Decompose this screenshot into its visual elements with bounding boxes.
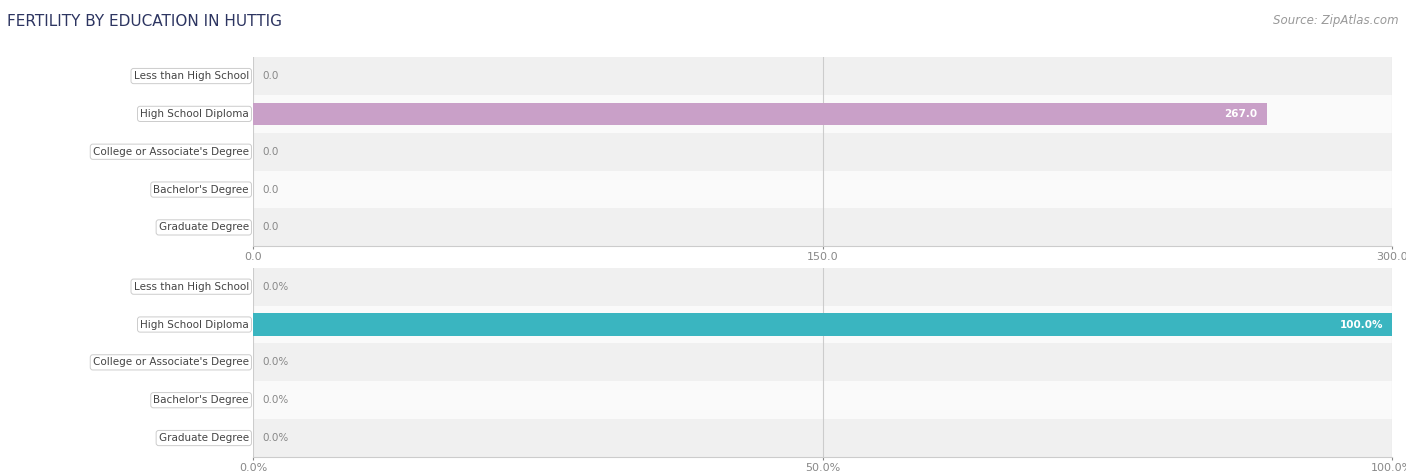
Bar (253, 306, 1392, 344)
Text: Graduate Degree: Graduate Degree (159, 433, 249, 443)
Bar (253, 208, 1392, 247)
Text: 0.0: 0.0 (262, 71, 278, 81)
Text: 0.0%: 0.0% (262, 357, 288, 367)
Text: High School Diploma: High School Diploma (141, 319, 249, 329)
Bar (253, 268, 1392, 306)
Text: High School Diploma: High School Diploma (141, 109, 249, 119)
Text: Bachelor's Degree: Bachelor's Degree (153, 185, 249, 195)
Bar (253, 381, 1392, 419)
Text: 0.0: 0.0 (262, 185, 278, 195)
Text: Graduate Degree: Graduate Degree (159, 222, 249, 232)
Text: 0.0%: 0.0% (262, 433, 288, 443)
Bar (253, 133, 1392, 171)
Text: College or Associate's Degree: College or Associate's Degree (93, 357, 249, 367)
Text: FERTILITY BY EDUCATION IN HUTTIG: FERTILITY BY EDUCATION IN HUTTIG (7, 14, 283, 30)
Bar (253, 419, 1392, 457)
Text: Less than High School: Less than High School (134, 282, 249, 292)
Bar (253, 95, 1392, 133)
Text: 0.0%: 0.0% (262, 395, 288, 405)
Text: Less than High School: Less than High School (134, 71, 249, 81)
Text: 100.0%: 100.0% (1340, 319, 1384, 329)
Bar (253, 57, 1392, 95)
Bar (253, 344, 1392, 381)
Text: 0.0: 0.0 (262, 222, 278, 232)
Text: Bachelor's Degree: Bachelor's Degree (153, 395, 249, 405)
Bar (253, 171, 1392, 208)
Text: College or Associate's Degree: College or Associate's Degree (93, 147, 249, 157)
Text: 0.0: 0.0 (262, 147, 278, 157)
Text: 0.0%: 0.0% (262, 282, 288, 292)
Bar (253, 102, 1267, 125)
Text: Source: ZipAtlas.com: Source: ZipAtlas.com (1274, 14, 1399, 27)
Text: 267.0: 267.0 (1225, 109, 1257, 119)
Bar (253, 313, 1392, 336)
